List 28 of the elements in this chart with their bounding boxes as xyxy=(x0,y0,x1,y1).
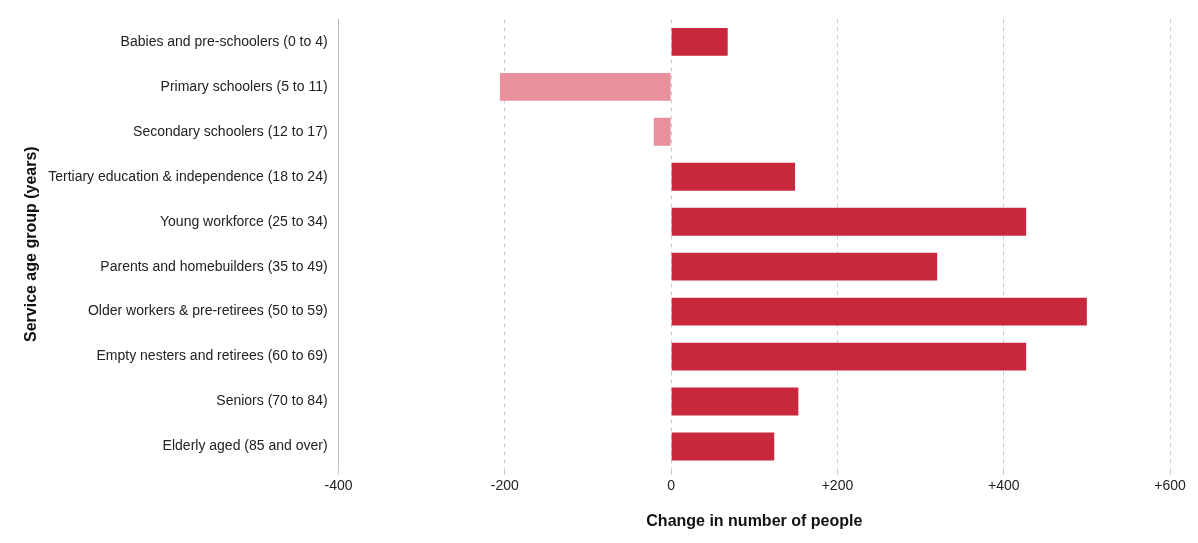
bar xyxy=(671,387,799,416)
y-tick-label: Parents and homebuilders (35 to 49) xyxy=(100,257,328,274)
y-tick-label: Secondary schoolers (12 to 17) xyxy=(133,122,328,139)
x-tick-label: -200 xyxy=(490,477,520,494)
x-axis-title: Change in number of people xyxy=(646,511,863,529)
bar xyxy=(499,72,671,101)
y-tick-label: Babies and pre-schoolers (0 to 4) xyxy=(120,32,328,49)
y-tick-label: Tertiary education & independence (18 to 24) xyxy=(48,167,328,184)
y-axis-title: Service age group (years) xyxy=(22,146,40,343)
bar xyxy=(671,342,1027,371)
y-tick-label: Young workforce (25 to 34) xyxy=(160,212,328,229)
y-tick-label: Primary schoolers (5 to 11) xyxy=(160,77,328,94)
y-tick-label: Empty nesters and retirees (60 to 69) xyxy=(96,347,328,364)
bar xyxy=(671,432,775,461)
x-tick-label: -400 xyxy=(324,477,353,494)
bar xyxy=(671,27,728,56)
x-tick-label: +400 xyxy=(987,477,1020,494)
bar xyxy=(671,252,938,281)
y-tick-label: Older workers & pre-retirees (50 to 59) xyxy=(87,302,328,319)
x-tick-label: 0 xyxy=(667,477,676,494)
bar xyxy=(653,117,671,146)
y-tick-label: Seniors (70 to 84) xyxy=(216,392,328,409)
bar xyxy=(671,297,1087,326)
bar xyxy=(671,207,1027,236)
y-tick-label: Elderly aged (85 and over) xyxy=(162,437,328,454)
x-tick-label: +600 xyxy=(1154,477,1186,494)
x-tick-label: +200 xyxy=(821,477,854,494)
bar xyxy=(671,162,796,191)
